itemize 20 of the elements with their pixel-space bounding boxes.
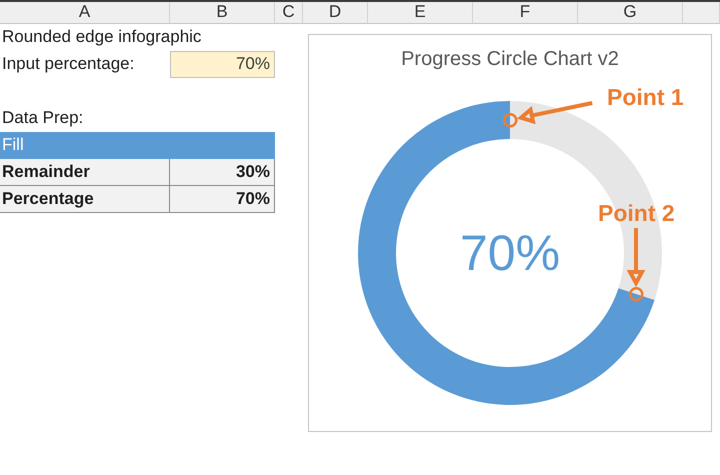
column-header: B: [170, 2, 275, 24]
text: Point 2: [598, 200, 675, 226]
text: Data Prep:: [1, 108, 84, 128]
column-header: C: [275, 2, 303, 24]
column-header: F: [473, 2, 578, 24]
text: Rounded edge infographic: [1, 27, 202, 47]
table-cell: 30%: [170, 159, 275, 186]
text: 70%: [460, 225, 560, 281]
column-header: E: [368, 2, 473, 24]
text: Input percentage:: [1, 54, 134, 74]
table-cell: Remainder: [0, 159, 170, 186]
text: Point 1: [607, 84, 684, 110]
table-cell: Percentage: [0, 186, 170, 213]
column-header: G: [578, 2, 683, 24]
chart-title: Progress Circle Chart v2: [401, 48, 619, 70]
input-cell: 70%: [170, 51, 275, 78]
table-header-band: Fill: [0, 132, 275, 159]
table-cell: 70%: [170, 186, 275, 213]
column-header: A: [0, 2, 170, 24]
column-header: D: [303, 2, 368, 24]
